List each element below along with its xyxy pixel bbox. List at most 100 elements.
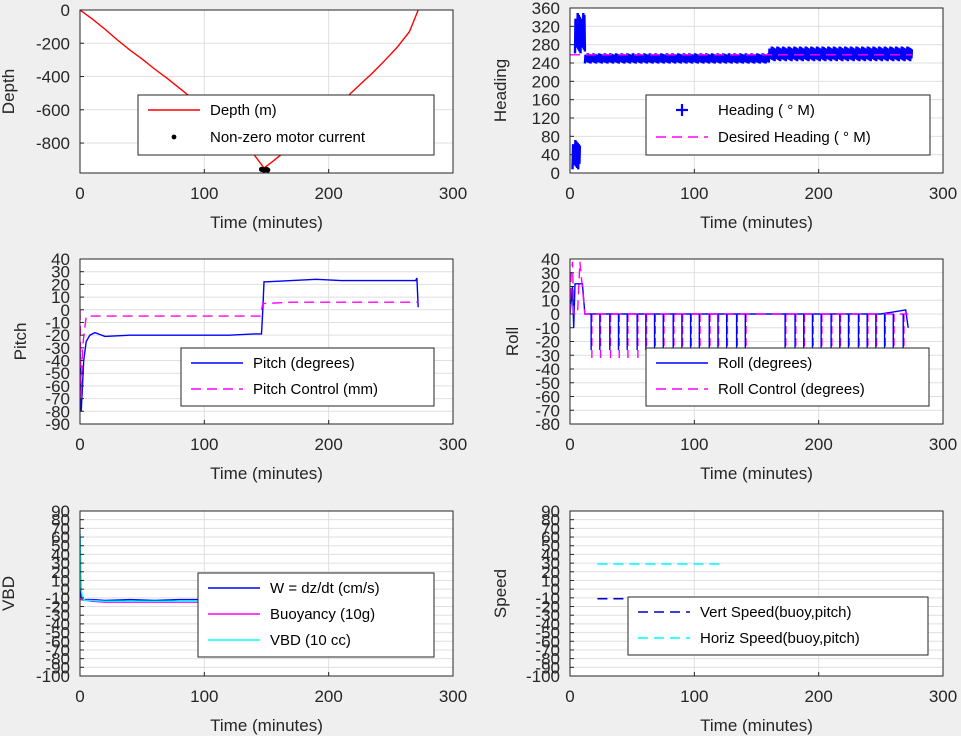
y-tick-label: 60 xyxy=(541,528,560,547)
chart-panel-6: 0 100 200 3009080706050403020100-10-20-30-4… xyxy=(491,502,957,735)
x-tick-label: 100 xyxy=(190,435,218,454)
chart-panel-4: 0 100 200 300403020100-10-20-30-40-50-60-70… xyxy=(503,250,957,483)
y-tick-label: -80 xyxy=(535,415,560,434)
y-tick-label: 10 xyxy=(51,571,70,590)
y-tick-label: -10 xyxy=(535,319,560,338)
y-tick-label: -100 xyxy=(526,667,560,686)
y-tick-label: 80 xyxy=(541,511,560,530)
y-tick-label: -30 xyxy=(535,606,560,625)
y-tick-label: -30 xyxy=(45,606,70,625)
x-tick-label: 200 xyxy=(314,435,342,454)
legend-entry: Pitch (degrees) xyxy=(253,355,355,372)
x-tick-label: 0 xyxy=(565,184,574,203)
y-tick-label: -90 xyxy=(45,415,70,434)
heading-markers-band xyxy=(573,12,587,54)
x-tick-label: 200 xyxy=(804,687,832,706)
x-tick-label: 100 xyxy=(680,184,708,203)
legend-box xyxy=(180,347,435,407)
legend-box xyxy=(197,572,435,658)
x-tick-label: 200 xyxy=(314,687,342,706)
data-layer xyxy=(80,277,419,412)
y-tick-label: 80 xyxy=(51,511,70,530)
y-tick-label: -60 xyxy=(45,377,70,396)
y-tick-label: 160 xyxy=(532,91,560,110)
y-tick-label: 360 xyxy=(532,0,560,18)
y-tick-label: 30 xyxy=(51,554,70,573)
legend-box xyxy=(627,596,929,656)
y-axis-label: Roll xyxy=(503,327,522,356)
axes-frame xyxy=(569,7,944,174)
y-tick-label: 0 xyxy=(551,164,560,183)
y-tick-label: -70 xyxy=(535,401,560,420)
legend: Pitch (degrees) Pitch Control (mm) xyxy=(180,347,435,407)
y-tick-label: -10 xyxy=(45,313,70,332)
x-tick-label: 0 xyxy=(75,687,84,706)
y-tick-label: -90 xyxy=(535,658,560,677)
y-tick-label: -40 xyxy=(45,352,70,371)
x-axis-label: Time (minutes) xyxy=(210,464,323,483)
y-tick-label: 20 xyxy=(541,563,560,582)
y-tick-label: -50 xyxy=(535,624,560,643)
x-tick-label: 100 xyxy=(680,435,708,454)
y-tick-label: -80 xyxy=(45,650,70,669)
y-tick-label: -20 xyxy=(45,598,70,617)
y-tick-label: -30 xyxy=(535,346,560,365)
y-tick-label: -70 xyxy=(535,641,560,660)
x-tick-label: 200 xyxy=(804,184,832,203)
y-tick-label: -80 xyxy=(45,402,70,421)
y-tick-label: 50 xyxy=(51,537,70,556)
legend-entry: Depth (m) xyxy=(210,102,277,119)
heading-markers-band xyxy=(583,53,771,64)
x-tick-label: 0 xyxy=(565,687,574,706)
y-tick-label: 90 xyxy=(541,502,560,521)
y-axis-label: Heading xyxy=(491,59,510,122)
x-tick-label: 200 xyxy=(804,435,832,454)
y-tick-label: -40 xyxy=(535,615,560,634)
legend-entry: VBD (10 cc) xyxy=(270,632,351,649)
legend: Roll (degrees) Roll Control (degrees) xyxy=(645,347,930,407)
y-tick-label: 40 xyxy=(51,250,70,269)
y-tick-label: 0 xyxy=(61,1,70,20)
y-tick-label: -50 xyxy=(45,364,70,383)
axes-frame xyxy=(79,258,454,425)
y-tick-label: -50 xyxy=(535,374,560,393)
legend-entry: Heading ( ° M) xyxy=(718,102,815,119)
x-tick-label: 100 xyxy=(190,184,218,203)
y-tick-label: -200 xyxy=(36,34,70,53)
y-tick-label: 70 xyxy=(51,519,70,538)
series-line-2 xyxy=(570,261,909,315)
y-tick-label: 70 xyxy=(541,519,560,538)
x-tick-label: 300 xyxy=(929,184,957,203)
y-tick-label: 280 xyxy=(532,36,560,55)
legend-entry: Vert Speed(buoy,pitch) xyxy=(700,604,851,621)
legend-entry: Horiz Speed(buoy,pitch) xyxy=(700,630,860,647)
y-tick-label: 20 xyxy=(541,278,560,297)
legend-entry: W = dz/dt (cm/s) xyxy=(270,580,380,597)
x-tick-label: 300 xyxy=(439,687,467,706)
y-tick-label: 40 xyxy=(541,146,560,165)
y-tick-label: -60 xyxy=(45,632,70,651)
legend: W = dz/dt (cm/s) Buoyancy (10g) VBD (10 cc… xyxy=(197,572,435,658)
legend-box xyxy=(645,94,931,156)
x-axis-label: Time (minutes) xyxy=(700,716,813,735)
y-axis-label: Pitch xyxy=(11,323,30,361)
y-tick-label: 10 xyxy=(541,571,560,590)
y-tick-label: -400 xyxy=(36,68,70,87)
x-tick-label: 300 xyxy=(929,687,957,706)
data-layer xyxy=(570,12,914,170)
y-tick-label: 320 xyxy=(532,17,560,36)
y-tick-label: -70 xyxy=(45,390,70,409)
y-tick-label: 10 xyxy=(51,288,70,307)
x-axis-label: Time (minutes) xyxy=(700,213,813,232)
legend: Depth (m) Non-zero motor current xyxy=(137,94,435,156)
x-tick-label: 0 xyxy=(75,184,84,203)
y-tick-label: -60 xyxy=(535,632,560,651)
chart-panel-5: 0 100 200 3009080706050403020100-10-20-30-4… xyxy=(0,502,467,735)
y-tick-label: 40 xyxy=(541,545,560,564)
y-tick-label: 240 xyxy=(532,54,560,73)
y-tick-label: 80 xyxy=(541,127,560,146)
x-axis-label: Time (minutes) xyxy=(210,716,323,735)
y-tick-label: 30 xyxy=(541,554,560,573)
legend-entry: Roll (degrees) xyxy=(718,355,812,372)
